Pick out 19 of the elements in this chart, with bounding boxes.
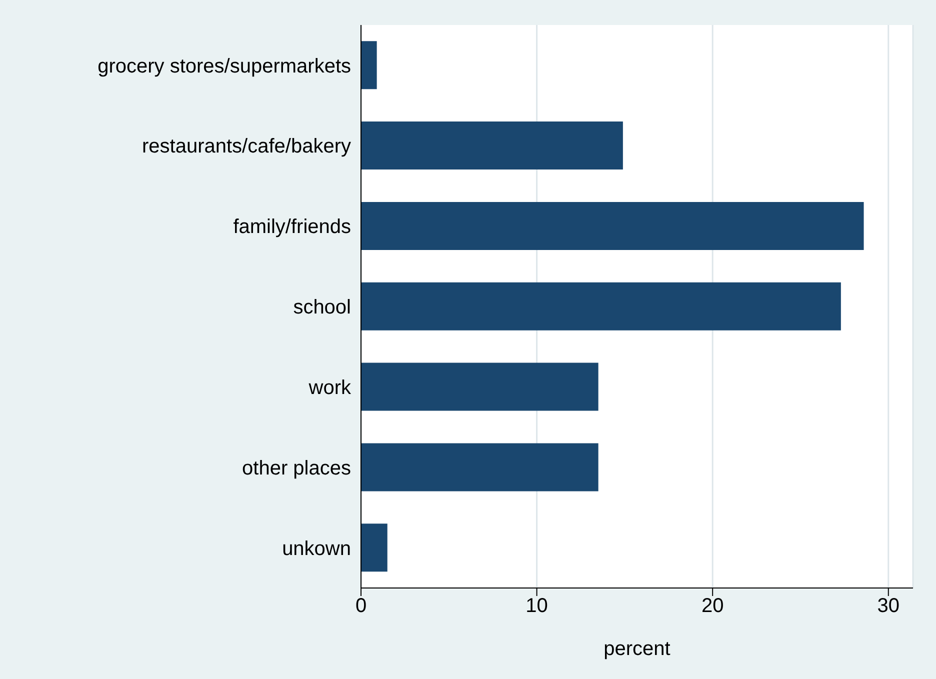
x-axis-title: percent	[604, 638, 671, 660]
bar	[361, 443, 598, 492]
x-tick-label: 20	[701, 595, 724, 618]
y-tick-label: unkown	[282, 538, 351, 560]
y-tick-label: grocery stores/supermarkets	[98, 55, 351, 78]
bar	[361, 362, 598, 411]
y-tick-label: restaurants/cafe/bakery	[142, 136, 351, 158]
y-tick-label: work	[308, 377, 352, 400]
bar	[361, 282, 841, 330]
bar	[361, 41, 377, 90]
x-tick-label: 30	[877, 595, 900, 618]
x-tick-label: 10	[526, 595, 548, 618]
bar	[361, 202, 864, 250]
y-tick-label: family/friends	[233, 216, 351, 238]
x-tick-label: 0	[355, 595, 367, 618]
y-tick-label: other places	[242, 457, 351, 480]
bar	[361, 122, 623, 170]
bar	[361, 524, 388, 572]
y-tick-label: school	[293, 296, 351, 319]
